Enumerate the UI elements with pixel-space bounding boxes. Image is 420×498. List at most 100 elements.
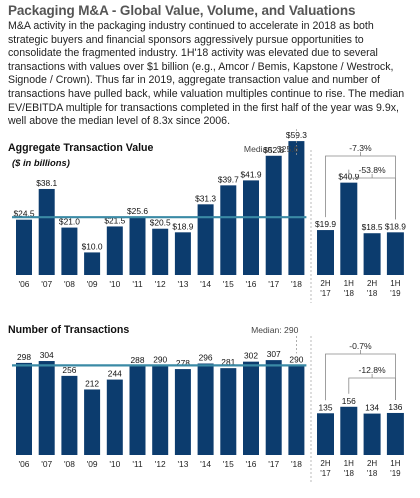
value-half-tick-label: '19 — [390, 289, 401, 298]
value-tick-label: '17 — [268, 279, 279, 289]
count-half-bar — [363, 413, 381, 455]
value-data-label: $38.1 — [36, 178, 57, 188]
count-data-label: 278 — [176, 358, 190, 368]
count-bar — [38, 361, 55, 455]
value-data-label: $21.0 — [59, 217, 80, 227]
value-tick-label: '08 — [64, 279, 75, 289]
count-tick-label: '09 — [87, 459, 98, 469]
value-half-data-label: $18.9 — [385, 221, 406, 231]
count-half-tick-label: '17 — [320, 469, 331, 478]
count-data-label: 304 — [40, 350, 54, 360]
count-data-label: 290 — [153, 354, 167, 364]
count-half-tick-label: 1H — [344, 459, 354, 468]
value-tick-label: '13 — [177, 279, 188, 289]
value-bar — [243, 180, 259, 275]
count-half-bar — [317, 413, 334, 455]
count-data-label: 296 — [199, 353, 213, 363]
count-tick-label: '15 — [223, 459, 234, 469]
count-median-label: Median: 290 — [251, 325, 299, 335]
count-bar — [265, 360, 282, 455]
value-data-label: $39.7 — [218, 174, 239, 184]
count-tick-label: '12 — [155, 459, 166, 469]
value-bar — [84, 252, 101, 275]
value-half-tick-label: 2H — [367, 279, 377, 288]
value-tick-label: '10 — [109, 279, 120, 289]
count-data-label: 281 — [221, 357, 235, 367]
count-data-label: 244 — [108, 369, 122, 379]
value-data-label: $10.0 — [82, 241, 103, 251]
count-change-label-bg — [344, 341, 377, 350]
value-tick-label: '07 — [41, 279, 52, 289]
value-bar — [265, 155, 282, 275]
value-bar — [106, 226, 123, 275]
value-bar — [174, 232, 191, 275]
intro-paragraph: M&A activity in the packaging industry c… — [8, 20, 405, 128]
value-tick-label: '14 — [200, 279, 211, 289]
count-data-label: 307 — [267, 349, 281, 359]
value-chart-title: Aggregate Transaction Value — [8, 142, 154, 154]
count-bar — [16, 362, 32, 455]
value-data-label: $31.3 — [195, 193, 216, 203]
count-chart-title: Number of Transactions — [8, 324, 130, 336]
count-bar — [243, 361, 259, 455]
value-data-label: $18.9 — [172, 221, 193, 231]
count-half-tick-label: 1H — [390, 459, 400, 468]
value-half-tick-label: '18 — [367, 289, 378, 298]
value-bar — [197, 204, 214, 275]
value-chart-unit: ($ in billions) — [12, 157, 70, 168]
count-half-data-label: 136 — [388, 402, 402, 412]
count-tick-label: '07 — [41, 459, 52, 469]
value-bar — [220, 185, 237, 275]
count-half-tick-label: '18 — [367, 469, 378, 478]
value-tick-label: '18 — [291, 279, 302, 289]
value-tick-label: '12 — [155, 279, 166, 289]
count-half-bar — [386, 412, 404, 455]
value-data-label: $59.3 — [286, 130, 307, 140]
value-half-data-label: $18.5 — [362, 222, 383, 232]
value-tick-label: '09 — [87, 279, 98, 289]
value-tick-label: '15 — [223, 279, 234, 289]
count-bar — [174, 369, 191, 455]
count-data-label: 256 — [62, 365, 76, 375]
value-half-tick-label: 1H — [344, 279, 354, 288]
value-change-label-bg — [356, 165, 389, 174]
value-half-bar — [386, 232, 404, 275]
value-half-tick-label: 2H — [320, 279, 330, 288]
count-data-label: 288 — [131, 355, 145, 365]
count-half-data-label: 135 — [319, 402, 333, 412]
value-bar — [38, 188, 55, 275]
count-change-label: -12.8% — [358, 365, 386, 375]
value-data-label: $20.5 — [150, 218, 171, 228]
value-change-label: -53.8% — [358, 165, 386, 175]
count-half-tick-label: '18 — [344, 469, 355, 478]
value-data-label: $21.5 — [104, 215, 125, 225]
count-change-bracket — [325, 353, 396, 401]
value-bar — [16, 219, 32, 275]
value-bar — [152, 228, 169, 275]
count-tick-label: '10 — [109, 459, 120, 469]
count-data-label: 302 — [244, 351, 258, 361]
count-tick-label: '17 — [268, 459, 279, 469]
value-data-label: $24.5 — [14, 209, 35, 219]
count-tick-label: '13 — [177, 459, 188, 469]
count-half-tick-label: 2H — [320, 459, 330, 468]
value-bar — [129, 217, 146, 275]
count-bar — [288, 365, 305, 455]
count-half-tick-label: 2H — [367, 459, 377, 468]
count-tick-label: '16 — [246, 459, 257, 469]
count-bar — [197, 363, 214, 455]
value-half-bar — [317, 230, 334, 275]
count-half-data-label: 156 — [342, 396, 356, 406]
count-tick-label: '08 — [64, 459, 75, 469]
count-half-data-label: 134 — [365, 403, 379, 413]
count-bar — [220, 368, 237, 455]
value-bar — [61, 227, 78, 275]
count-bar — [106, 379, 123, 455]
count-data-label: 290 — [289, 354, 303, 364]
page-title: Packaging M&A - Global Value, Volume, an… — [8, 3, 356, 18]
count-half-bar — [340, 406, 358, 455]
count-data-label: 212 — [85, 378, 99, 388]
value-half-tick-label: 1H — [390, 279, 400, 288]
value-half-bar — [340, 182, 358, 275]
